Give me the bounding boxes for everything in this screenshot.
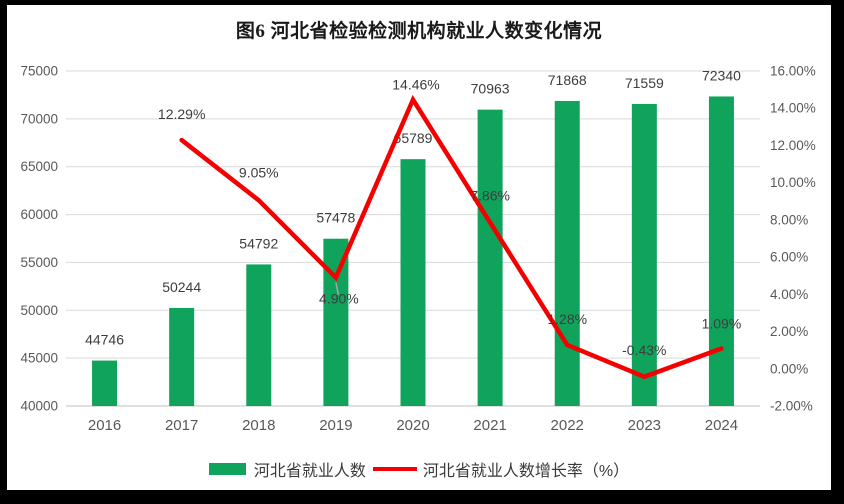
bar <box>246 264 272 406</box>
legend-bar-swatch <box>208 463 246 475</box>
right-axis-tick-label: 2.00% <box>770 324 808 339</box>
left-axis-tick-label: 70000 <box>20 111 58 126</box>
legend-line-swatch <box>372 467 417 471</box>
left-axis-tick-label: 50000 <box>20 303 58 318</box>
category-label: 2022 <box>551 417 584 434</box>
right-axis-tick-label: 16.00% <box>770 64 816 79</box>
bar <box>323 238 349 406</box>
right-axis-tick-label: 6.00% <box>770 250 808 265</box>
bar <box>708 96 734 407</box>
category-label: 2017 <box>165 417 198 434</box>
chart-title: 图6 河北省检验检测机构就业人数变化情况 <box>235 21 603 42</box>
bar <box>554 100 580 406</box>
chart-legend: 河北省就业人数 河北省就业人数增长率（%） <box>7 457 831 481</box>
right-axis-tick-label: 14.00% <box>770 101 816 116</box>
line-point-label: 7.86% <box>470 187 510 203</box>
left-axis-tick-label: 75000 <box>20 64 58 79</box>
right-axis-tick-label: -2.00% <box>770 399 813 414</box>
left-axis-tick-label: 65000 <box>20 159 58 174</box>
bar-value-label: 72340 <box>702 67 741 83</box>
left-axis-tick-label: 45000 <box>20 351 58 366</box>
category-label: 2024 <box>705 417 738 434</box>
bar-value-label: 70963 <box>471 81 510 97</box>
bar-value-label: 65789 <box>394 130 433 146</box>
left-axis-tick-label: 40000 <box>20 399 58 414</box>
category-label: 2016 <box>88 417 121 434</box>
bar-value-label: 54792 <box>239 235 278 251</box>
bar <box>477 109 503 406</box>
bar <box>92 360 118 406</box>
right-axis-tick-label: 10.00% <box>770 175 816 190</box>
bar-value-label: 50244 <box>162 279 201 295</box>
line-point-label: 12.29% <box>158 106 205 122</box>
label-leader-line <box>335 282 340 295</box>
category-label: 2020 <box>396 417 429 434</box>
bar-value-label: 57478 <box>316 210 355 226</box>
category-label: 2018 <box>242 417 275 434</box>
growth-rate-line <box>179 94 724 380</box>
line-point-label: 4.90% <box>319 291 359 307</box>
line-point-label: 14.46% <box>392 77 439 93</box>
category-label: 2019 <box>319 417 352 434</box>
legend-line-label: 河北省就业人数增长率（%） <box>422 463 630 480</box>
left-axis-tick-label: 60000 <box>20 207 58 222</box>
line-point-label: 1.28% <box>547 311 587 327</box>
bar-value-label: 71868 <box>548 72 587 88</box>
bar <box>169 307 195 406</box>
right-axis-tick-label: 4.00% <box>770 287 808 302</box>
bar-value-label: 44746 <box>85 332 124 348</box>
bar-value-label: 71559 <box>625 75 664 91</box>
right-axis-tick-label: 8.00% <box>770 212 808 227</box>
bar <box>400 159 426 406</box>
line-point-label: 1.09% <box>702 315 742 331</box>
right-axis-tick-label: 0.00% <box>770 361 808 376</box>
category-label: 2021 <box>473 417 506 434</box>
line-point-label: 9.05% <box>239 164 279 180</box>
left-axis-tick-label: 55000 <box>20 255 58 270</box>
right-axis-tick-label: 12.00% <box>770 138 816 153</box>
legend-bar-label: 河北省就业人数 <box>253 463 366 480</box>
employment-combo-chart: 40000 45000 50000 55000 60000 65000 70000 75000… <box>20 64 816 435</box>
line-point-label: -0.43% <box>622 342 666 358</box>
chart-canvas: 图6 河北省检验检测机构就业人数变化情况 40000 45000 50000 5500… <box>7 5 831 490</box>
category-label: 2023 <box>628 417 661 434</box>
bar <box>631 103 657 406</box>
